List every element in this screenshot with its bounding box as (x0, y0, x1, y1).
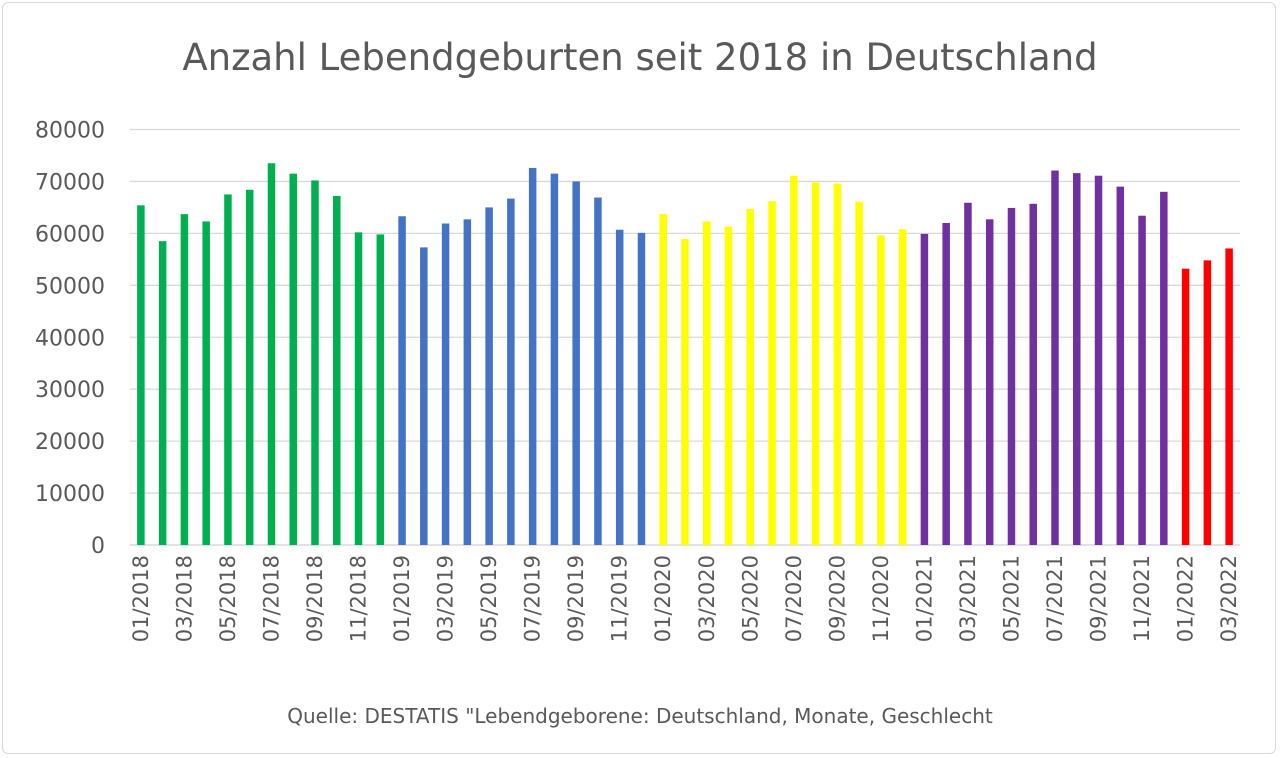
x-tick-label: 03/2018 (172, 555, 196, 642)
x-tick-label: 11/2020 (869, 555, 893, 642)
bar-12-2020 (898, 229, 907, 545)
bar-09-2018 (311, 180, 319, 545)
y-tick-label: 50000 (35, 274, 105, 299)
bar-11-2018 (354, 232, 363, 545)
x-tick-label: 03/2019 (434, 555, 458, 642)
x-tick-label: 01/2022 (1174, 555, 1198, 642)
bar-06-2018 (245, 189, 254, 545)
bar-02-2020 (681, 239, 689, 545)
bar-03-2020 (703, 221, 711, 545)
bar-06-2021 (1029, 203, 1037, 545)
bar-02-2018 (158, 241, 167, 545)
bar-06-2019 (507, 198, 515, 545)
bar-07-2021 (1051, 170, 1059, 545)
bar-09-2021 (1094, 175, 1103, 546)
x-tick-label: 01/2018 (129, 555, 153, 642)
x-tick-label: 07/2020 (782, 555, 806, 642)
x-tick-label: 01/2021 (912, 555, 936, 642)
x-tick-label: 09/2019 (564, 555, 588, 642)
bar-05-2019 (485, 207, 493, 545)
bar-10-2018 (333, 195, 341, 546)
bar-12-2019 (637, 232, 646, 545)
bar-04-2021 (985, 219, 994, 545)
bar-03-2018 (180, 214, 189, 545)
bar-06-2020 (768, 201, 776, 545)
bar-02-2021 (942, 222, 950, 546)
bar-02-2019 (420, 247, 428, 545)
bar-03-2019 (441, 223, 450, 545)
bar-05-2021 (1007, 207, 1016, 545)
bar-11-2019 (615, 229, 624, 545)
bar-01-2018 (137, 205, 145, 546)
y-tick-label: 40000 (35, 326, 105, 351)
y-tick-label: 70000 (35, 170, 105, 195)
x-tick-label: 01/2020 (651, 555, 675, 642)
x-tick-label: 07/2021 (1043, 555, 1067, 642)
bar-03-2022 (1225, 248, 1233, 545)
y-tick-label: 10000 (35, 482, 105, 507)
x-tick-label: 11/2021 (1130, 555, 1154, 642)
bar-01-2022 (1181, 268, 1190, 545)
bar-09-2020 (833, 183, 842, 545)
x-tick-label: 03/2021 (956, 555, 980, 642)
bar-01-2021 (920, 233, 929, 545)
x-tick-label: 11/2018 (347, 555, 371, 642)
bar-03-2021 (964, 202, 972, 545)
bar-09-2019 (572, 181, 580, 545)
bar-05-2018 (224, 194, 232, 545)
bar-04-2019 (463, 219, 472, 545)
x-tick-label: 05/2020 (738, 555, 762, 642)
bar-12-2021 (1160, 191, 1168, 545)
x-tick-label: 03/2022 (1217, 555, 1241, 642)
y-tick-label: 80000 (35, 119, 105, 144)
x-tick-label: 07/2019 (521, 555, 545, 642)
x-tick-label: 11/2019 (608, 555, 632, 642)
bar-07-2019 (528, 167, 537, 545)
bar-08-2019 (550, 173, 559, 545)
bar-10-2020 (855, 201, 863, 546)
bar-07-2020 (790, 175, 798, 546)
bar-11-2020 (877, 235, 885, 545)
chart-source: Quelle: DESTATIS "Lebendgeborene: Deutsc… (287, 704, 993, 728)
bar-08-2018 (289, 173, 297, 545)
x-tick-label: 01/2019 (390, 555, 414, 642)
x-tick-label: 07/2018 (259, 555, 283, 642)
chart-title: Anzahl Lebendgeburten seit 2018 in Deuts… (182, 36, 1098, 79)
bar-05-2020 (746, 208, 755, 546)
y-tick-label: 20000 (35, 430, 105, 455)
bar-11-2021 (1138, 215, 1146, 545)
y-tick-label: 0 (91, 534, 105, 559)
x-tick-label: 05/2019 (477, 555, 501, 642)
x-tick-label: 03/2020 (695, 555, 719, 642)
bar-10-2019 (594, 197, 602, 545)
bar-07-2018 (267, 163, 276, 545)
x-tick-label: 09/2020 (825, 555, 849, 642)
bar-08-2020 (811, 182, 820, 545)
bar-01-2020 (659, 214, 667, 545)
bar-01-2019 (398, 216, 406, 545)
x-tick-label: 05/2021 (999, 555, 1023, 642)
y-tick-label: 30000 (35, 378, 105, 403)
y-tick-label: 60000 (35, 222, 105, 247)
bar-10-2021 (1116, 186, 1125, 545)
bar-08-2021 (1073, 173, 1081, 545)
bar-04-2018 (202, 221, 210, 545)
x-tick-label: 09/2018 (303, 555, 327, 642)
bar-12-2018 (376, 234, 385, 545)
bar-04-2020 (724, 226, 733, 546)
x-tick-label: 09/2021 (1087, 555, 1111, 642)
bar-02-2022 (1203, 260, 1212, 545)
x-tick-label: 05/2018 (216, 555, 240, 642)
